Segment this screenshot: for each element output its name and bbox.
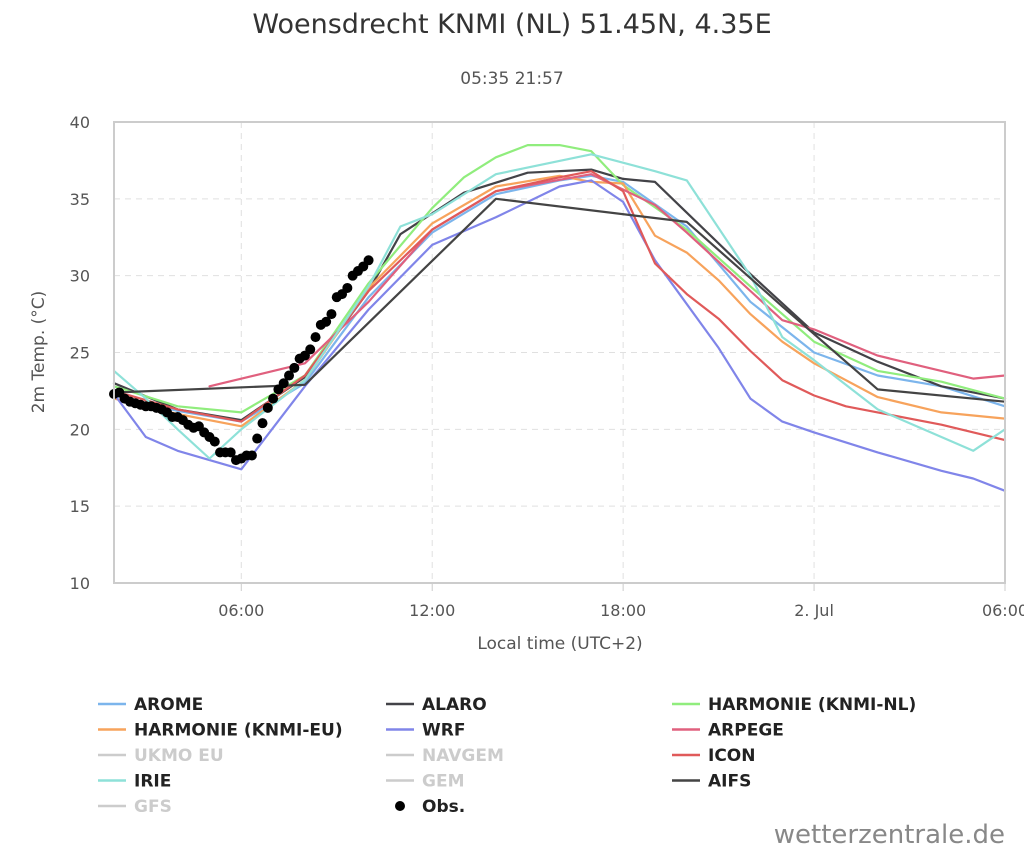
obs-point: [310, 332, 321, 343]
obs-point: [252, 433, 263, 444]
obs-point: [326, 309, 337, 320]
series-line-harmonie-knmi-eu: [112, 174, 1007, 428]
obs-point: [257, 418, 268, 429]
plot-frame: [113, 121, 1006, 584]
legend-label: HARMONIE (KNMI-EU): [134, 721, 343, 741]
obs-point: [289, 362, 300, 373]
series-line-arpege: [208, 173, 1007, 388]
legend-item-arpege[interactable]: ARPEGE: [672, 721, 784, 741]
legend-item-navgem[interactable]: NAVGEM: [386, 746, 504, 766]
chart-subtitle: 05:35 21:57: [460, 69, 563, 89]
legend-item-obs[interactable]: Obs.: [395, 797, 465, 817]
x-tick-label: 06:00: [982, 601, 1024, 620]
y-tick-label: 25: [70, 344, 90, 363]
legend-label: AIFS: [708, 772, 751, 792]
y-axis-ticks: 10 15 20 25 30 35 40: [70, 113, 90, 593]
x-tick-label: 2. Jul: [794, 601, 834, 620]
x-tick-label: 18:00: [600, 601, 646, 620]
legend-label: ARPEGE: [708, 721, 784, 741]
series-line-harmonie-knmi-nl: [112, 144, 1007, 414]
legend-symbol: [395, 801, 405, 811]
y-tick-label: 30: [70, 267, 90, 286]
y-tick-label: 40: [70, 113, 90, 132]
legend-item-irie[interactable]: IRIE: [98, 772, 171, 792]
series-line-wrf: [112, 179, 1007, 492]
legend: AROME ALARO HARMONIE (KNMI-NL) HARMONIE (KN…: [98, 695, 916, 817]
obs-point: [321, 316, 332, 327]
obs-point: [225, 447, 236, 458]
legend-label: UKMO EU: [134, 746, 224, 766]
obs-point: [284, 370, 295, 381]
x-axis-title: Local time (UTC+2): [477, 634, 642, 654]
legend-label: NAVGEM: [422, 746, 504, 766]
y-tick-label: 15: [70, 497, 90, 516]
y-tick-label: 10: [70, 574, 90, 593]
legend-label: ICON: [708, 746, 755, 766]
obs-point: [363, 255, 374, 266]
y-tick-label: 20: [70, 420, 90, 439]
legend-item-harmonie-knmi-eu[interactable]: HARMONIE (KNMI-EU): [98, 721, 343, 741]
series-line-aifs: [112, 197, 1007, 403]
obs-point: [209, 436, 220, 447]
legend-label: Obs.: [422, 797, 465, 817]
legend-item-alaro[interactable]: ALARO: [386, 695, 487, 715]
series-line-irie: [112, 153, 1007, 460]
x-axis-ticks: 06:00 12:00 18:00 2. Jul 06:00: [218, 583, 1024, 620]
obs-point: [342, 282, 353, 293]
legend-label: GFS: [134, 797, 172, 817]
obs-point: [278, 378, 289, 389]
legend-label: IRIE: [134, 772, 171, 792]
series-lines: [112, 144, 1007, 492]
x-tick-label: 12:00: [409, 601, 455, 620]
legend-label: AROME: [134, 695, 203, 715]
obs-point: [305, 344, 316, 355]
legend-item-icon[interactable]: ICON: [672, 746, 755, 766]
legend-item-ukmo-eu[interactable]: UKMO EU: [98, 746, 224, 766]
legend-item-wrf[interactable]: WRF: [386, 721, 465, 741]
y-tick-label: 35: [70, 190, 90, 209]
legend-label: HARMONIE (KNMI-NL): [708, 695, 916, 715]
y-axis-title: 2m Temp. (°C): [29, 291, 49, 414]
legend-label: WRF: [422, 721, 465, 741]
credits-text[interactable]: wetterzentrale.de: [774, 820, 1005, 850]
obs-point: [268, 393, 279, 404]
legend-item-harmonie-knmi-nl[interactable]: HARMONIE (KNMI-NL): [672, 695, 916, 715]
series-line-icon: [112, 170, 1007, 442]
legend-item-gem[interactable]: GEM: [386, 772, 464, 792]
obs-point: [246, 450, 257, 461]
legend-label: ALARO: [422, 695, 487, 715]
chart-title: Woensdrecht KNMI (NL) 51.45N, 4.35E: [252, 9, 771, 40]
legend-item-aifs[interactable]: AIFS: [672, 772, 751, 792]
x-tick-label: 06:00: [218, 601, 264, 620]
legend-item-arome[interactable]: AROME: [98, 695, 203, 715]
legend-label: GEM: [422, 772, 464, 792]
obs-point: [262, 402, 273, 413]
observation-markers: [109, 255, 374, 466]
legend-item-gfs[interactable]: GFS: [98, 797, 172, 817]
